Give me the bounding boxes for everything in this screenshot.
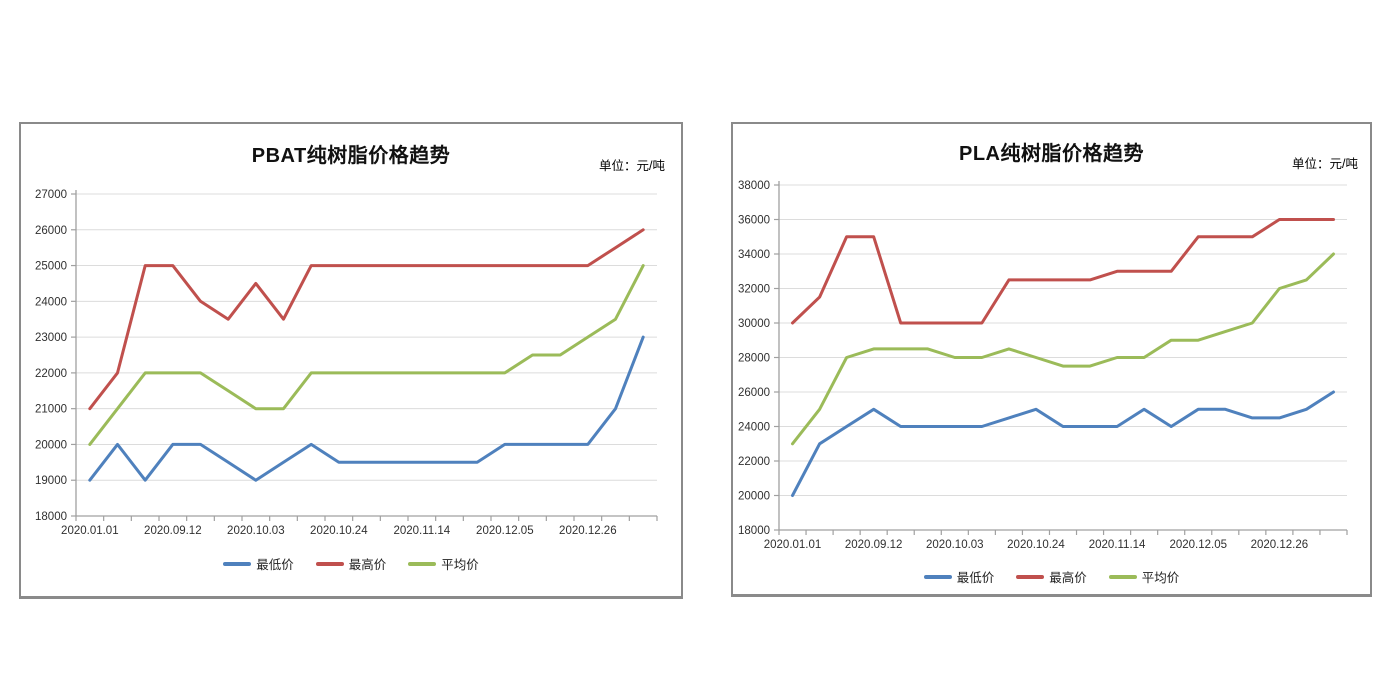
legend-item-min: 最低价 [223,554,294,573]
y-axis-label: 26000 [738,387,770,399]
y-axis-label: 20000 [35,439,67,451]
pla-chart-title: PLA纯树脂价格趋势 [959,143,1144,165]
legend-swatch-avg [408,561,437,566]
x-axis-label: 2020.12.05 [476,525,534,537]
legend-item-min: 最低价 [923,567,995,586]
legend-swatch-max [1016,574,1045,579]
y-axis-label: 22000 [738,456,770,468]
y-axis-label: 21000 [35,404,67,416]
series-line-avg [88,264,645,446]
y-axis-label: 25000 [35,261,67,273]
y-axis-label: 30000 [738,318,770,330]
y-axis-label: 19000 [35,475,67,487]
legend-label-min: 最低价 [956,571,995,585]
x-axis-label: 2020.01.01 [764,539,822,551]
x-axis-label: 2020.10.03 [926,539,984,551]
y-axis-label: 28000 [738,353,770,365]
y-axis-label: 24000 [738,422,770,434]
legend-item-avg: 平均价 [1108,567,1180,586]
y-axis-label: 18000 [738,525,770,537]
legend-swatch-min [223,561,252,566]
x-axis-label: 2020.12.26 [559,525,617,537]
y-axis-label: 26000 [35,225,67,237]
legend-label-max: 最高价 [348,558,387,572]
x-axis-label: 2020.10.24 [1007,539,1065,551]
legend-item-max: 最高价 [315,554,387,573]
pla-chart-plot: 18000 20000 22000 24000 26000 28000 30000 32000… [738,180,1348,551]
x-axis-label: 2020.11.14 [1089,539,1146,551]
x-axis-label: 2020.09.12 [144,525,202,537]
x-axis-label: 2020.11.14 [393,525,450,537]
y-axis-label: 34000 [738,249,770,261]
series-line-avg [791,252,1335,446]
pla-chart-panel[interactable]: PLA纯树脂价格趋势 单位：元/吨 18000 20000 22000 24000 26… [731,122,1372,597]
y-axis-label: 36000 [738,215,770,227]
x-axis-label: 2020.10.24 [310,525,368,537]
legend-item-max: 最高价 [1016,567,1087,586]
y-axis-label: 27000 [35,189,67,201]
x-axis-label: 2020.12.26 [1251,539,1309,551]
y-axis-label: 22000 [35,368,67,380]
pla-chart-legend: 最低价 最高价 平均价 [733,567,1370,586]
y-axis-label: 20000 [738,491,770,503]
x-axis-label: 2020.10.03 [227,525,285,537]
pbat-unit-label: 单位：元/吨 [599,159,665,173]
series-line-min [88,335,645,482]
pbat-chart-title: PBAT纯树脂价格趋势 [251,145,451,167]
legend-label-avg: 平均价 [1141,571,1180,585]
series-line-min [791,390,1335,497]
x-axis-label: 2020.01.01 [61,525,119,537]
legend-label-min: 最低价 [256,558,294,572]
y-axis-label: 24000 [35,296,67,308]
series-line-max [88,228,645,411]
y-axis-label: 38000 [738,180,770,192]
y-axis-label: 18000 [35,511,67,523]
series-line-max [791,218,1335,325]
legend-swatch-avg [1108,574,1137,579]
legend-swatch-max [315,561,344,566]
legend-label-avg: 平均价 [441,558,479,572]
pbat-chart-plot: 18000 19000 20000 21000 22000 23000 24000 25000… [35,189,658,537]
y-axis-label: 23000 [35,332,67,344]
legend-swatch-min [923,574,952,579]
x-axis-label: 2020.09.12 [845,539,903,551]
y-axis-label: 32000 [738,284,770,296]
pla-unit-label: 单位：元/吨 [1292,157,1358,171]
legend-item-avg: 平均价 [408,554,479,573]
x-axis-label: 2020.12.05 [1169,539,1227,551]
pbat-chart-panel[interactable]: PBAT纯树脂价格趋势 单位：元/吨 18000 19000 20000 21000 2… [19,122,683,599]
pbat-chart-legend: 最低价 最高价 平均价 [21,554,681,573]
legend-label-max: 最高价 [1049,571,1087,585]
